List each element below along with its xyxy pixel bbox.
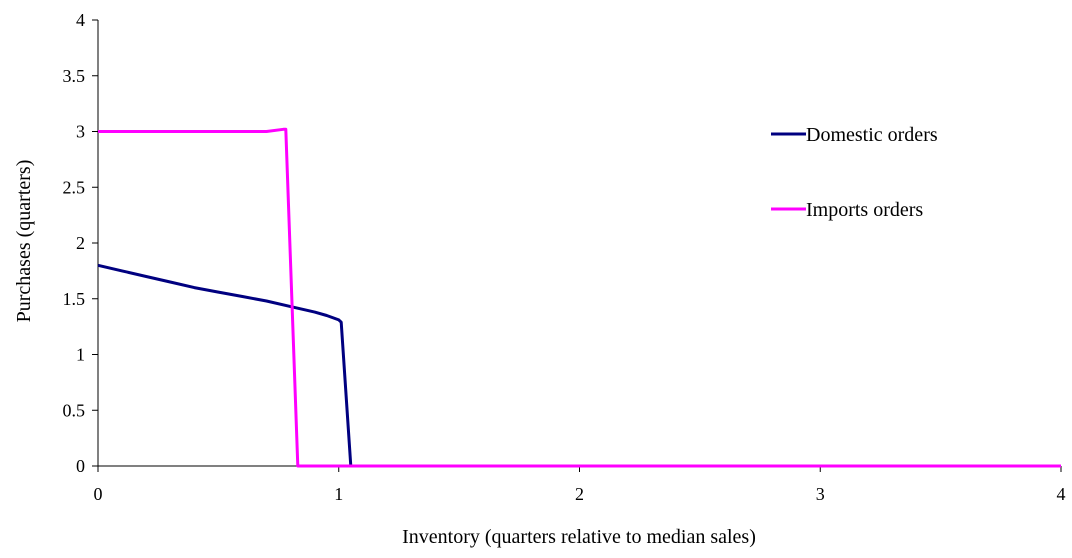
x-axis: 0 1 2 3 4 xyxy=(94,465,1066,504)
legend: Domestic orders Imports orders xyxy=(771,124,938,221)
y-tick-label: 3 xyxy=(76,122,85,142)
y-tick-label: 4 xyxy=(76,10,85,30)
x-tick-label: 3 xyxy=(816,484,825,504)
x-tick-label: 2 xyxy=(575,484,584,504)
y-tick-label: 0 xyxy=(76,456,85,476)
y-axis: 0 0.5 1 1.5 2 2.5 3 3.5 4 xyxy=(63,10,99,476)
y-tick-label: 2.5 xyxy=(63,177,86,197)
y-tick-label: 2 xyxy=(76,233,85,253)
y-axis-title: Purchases (quarters) xyxy=(13,160,35,323)
plot-series xyxy=(97,127,1061,468)
x-tick-label: 4 xyxy=(1057,484,1066,504)
y-tick-label: 3.5 xyxy=(63,66,86,86)
series-line-imports-orders xyxy=(98,127,1061,468)
legend-label: Imports orders xyxy=(806,199,923,221)
x-tick-label: 1 xyxy=(334,484,343,504)
y-tick-label: 1 xyxy=(76,345,85,365)
series-line-domestic-orders xyxy=(97,263,1061,468)
y-tick-label: 1.5 xyxy=(63,289,86,309)
x-axis-title: Inventory (quarters relative to median s… xyxy=(402,526,756,548)
x-tick-label: 0 xyxy=(94,484,103,504)
y-tick-label: 0.5 xyxy=(63,400,86,420)
legend-label: Domestic orders xyxy=(806,124,938,146)
